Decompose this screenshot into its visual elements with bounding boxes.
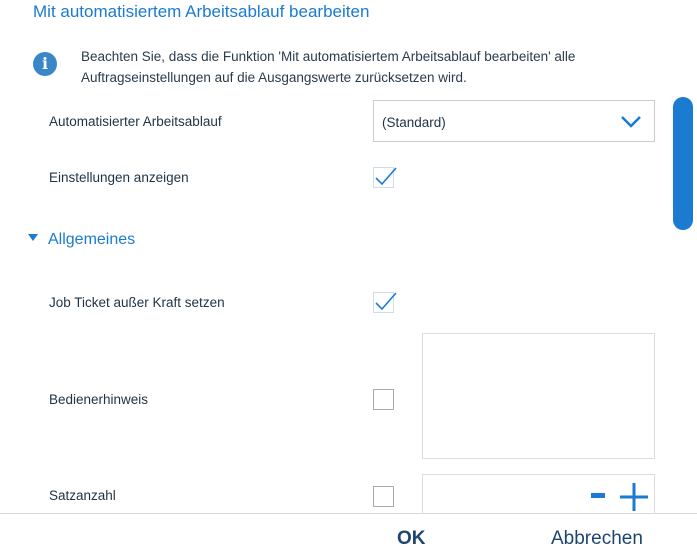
caret-down-icon xyxy=(28,234,38,242)
operator-note-label: Bedienerhinweis xyxy=(49,392,149,407)
workflow-label: Automatisierter Arbeitsablauf xyxy=(49,114,222,129)
operator-note-checkbox[interactable] xyxy=(373,389,394,410)
checkmark-icon xyxy=(375,292,397,311)
copies-stepper[interactable] xyxy=(422,474,655,518)
ok-button[interactable]: OK xyxy=(397,528,426,549)
plus-icon[interactable] xyxy=(620,483,648,511)
scrollbar-thumb[interactable] xyxy=(673,97,693,230)
chevron-down-icon xyxy=(621,116,641,128)
dialog-footer xyxy=(0,513,697,552)
dialog-title: Mit automatisiertem Arbeitsablauf bearbe… xyxy=(33,2,370,21)
show-settings-checkbox[interactable] xyxy=(373,167,397,188)
section-general-label: Allgemeines xyxy=(48,231,136,248)
section-general-toggle[interactable]: Allgemeines xyxy=(28,231,135,249)
info-message: Beachten Sie, dass die Funktion 'Mit aut… xyxy=(81,46,575,88)
checkmark-icon xyxy=(375,167,397,186)
job-ticket-label: Job Ticket außer Kraft setzen xyxy=(49,295,225,310)
show-settings-label: Einstellungen anzeigen xyxy=(49,170,189,185)
copies-checkbox[interactable] xyxy=(373,486,394,507)
cancel-button[interactable]: Abbrechen xyxy=(551,528,643,549)
info-line-1: Beachten Sie, dass die Funktion 'Mit aut… xyxy=(81,49,576,64)
minus-icon[interactable] xyxy=(591,491,605,499)
copies-label: Satzanzahl xyxy=(49,488,116,503)
workflow-value: (Standard) xyxy=(382,115,446,130)
info-icon: i xyxy=(33,52,57,76)
job-ticket-checkbox[interactable] xyxy=(373,292,397,313)
workflow-select[interactable]: (Standard) xyxy=(373,100,655,142)
info-line-2: Auftragseinstellungen auf die Ausgangswe… xyxy=(81,70,467,85)
operator-note-textarea[interactable] xyxy=(422,333,655,459)
